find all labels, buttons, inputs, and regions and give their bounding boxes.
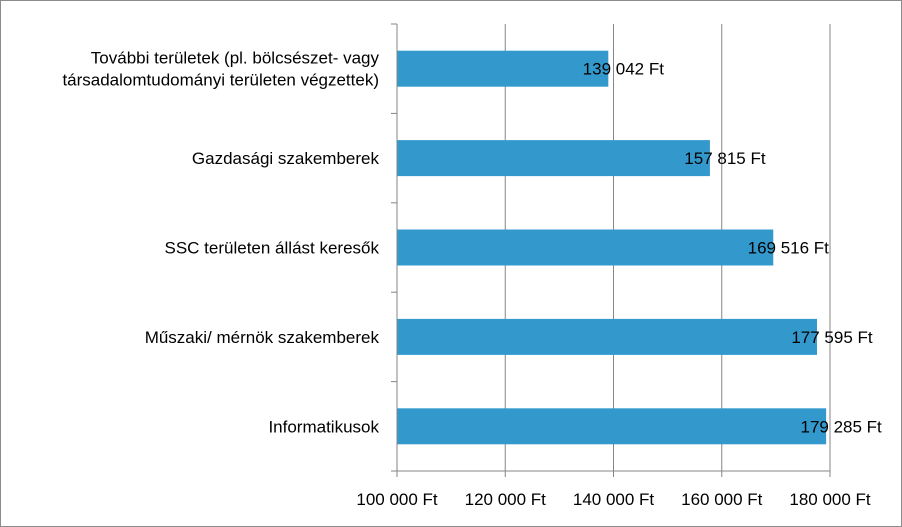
data-label: 139 042 Ft [583, 60, 665, 79]
bar [397, 408, 827, 445]
x-tick-label: 180 000 Ft [789, 490, 871, 509]
data-label: 179 285 Ft [800, 417, 882, 436]
x-tick-label: 100 000 Ft [356, 490, 438, 509]
category-label: Gazdasági szakemberek [192, 149, 380, 168]
data-label: 177 595 Ft [791, 328, 873, 347]
bar [397, 140, 710, 177]
data-label: 169 516 Ft [748, 239, 830, 258]
category-label: társadalomtudományi területen végzettek) [62, 71, 379, 90]
x-tick-label: 120 000 Ft [465, 490, 547, 509]
category-label: Műszaki/ mérnök szakemberek [145, 328, 380, 347]
data-label: 157 815 Ft [684, 149, 766, 168]
category-label: SSC területen állást keresők [165, 239, 380, 258]
x-tick-label: 160 000 Ft [681, 490, 763, 509]
bar [397, 229, 774, 266]
bar [397, 50, 609, 87]
category-label: Informatikusok [268, 417, 379, 436]
bar [397, 318, 817, 355]
x-tick-label: 140 000 Ft [573, 490, 655, 509]
category-label: További területek (pl. bölcsészet- vagy [91, 49, 380, 68]
